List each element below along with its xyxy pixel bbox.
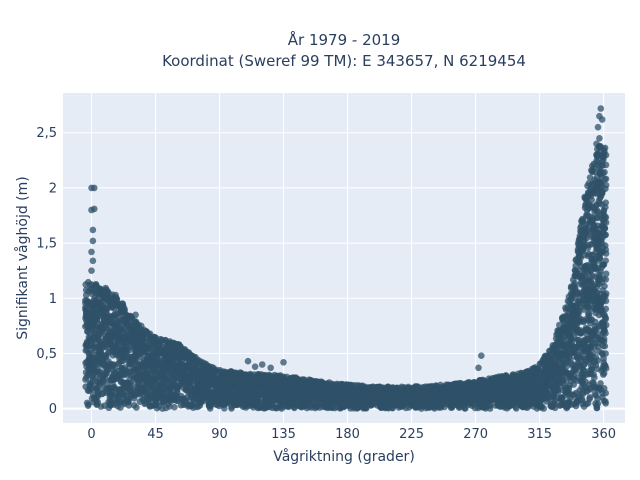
data-point — [572, 367, 580, 375]
data-point — [121, 306, 128, 313]
data-point — [125, 402, 133, 409]
data-point — [107, 390, 115, 398]
data-point — [559, 373, 567, 381]
data-point — [92, 280, 100, 288]
chart-title-line1: År 1979 - 2019 — [288, 30, 401, 49]
data-point — [540, 405, 547, 412]
data-point — [571, 282, 578, 290]
data-point — [171, 403, 178, 411]
data-point — [554, 388, 562, 396]
data-points — [82, 105, 610, 412]
data-point — [166, 403, 173, 410]
data-point — [84, 402, 92, 410]
chart-title-line2: Koordinat (Sweref 99 TM): E 343657, N 62… — [162, 52, 526, 70]
data-point — [133, 404, 140, 411]
